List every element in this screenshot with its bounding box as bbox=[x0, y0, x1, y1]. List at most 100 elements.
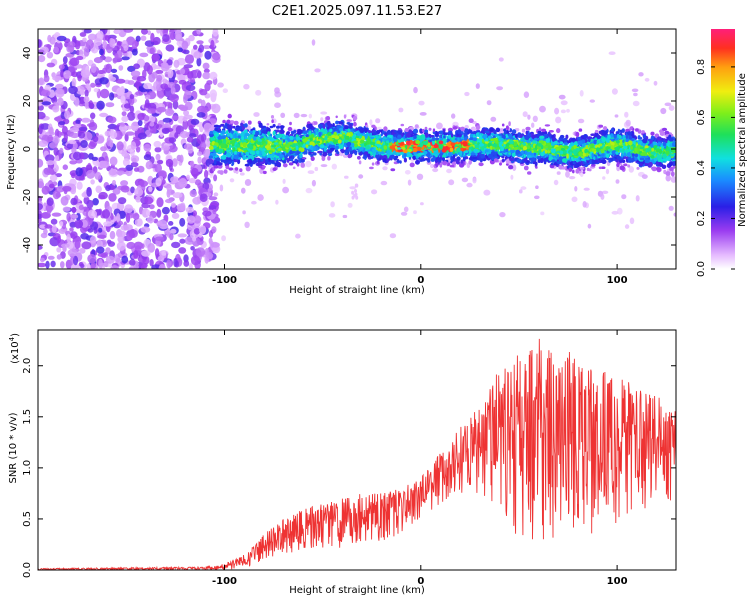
noise-speck bbox=[86, 199, 94, 209]
noise-speck bbox=[93, 38, 103, 47]
noise-speck bbox=[38, 77, 44, 86]
noise-speck bbox=[190, 246, 195, 251]
faint-speck bbox=[522, 111, 528, 118]
noise-speck bbox=[105, 255, 115, 264]
noise-speck bbox=[93, 88, 99, 93]
noise-speck bbox=[122, 141, 127, 151]
noise-speck bbox=[41, 185, 50, 195]
noise-speck bbox=[202, 62, 210, 70]
noise-speck bbox=[90, 235, 97, 244]
noise-speck bbox=[43, 167, 54, 175]
faint-speck bbox=[558, 94, 566, 100]
signal-speck bbox=[415, 159, 420, 165]
noise-speck bbox=[62, 164, 68, 170]
noise-speck bbox=[137, 119, 143, 127]
noise-speck bbox=[160, 62, 169, 67]
noise-speck bbox=[38, 262, 47, 268]
noise-speck bbox=[108, 193, 117, 202]
noise-speck bbox=[183, 260, 190, 267]
faint-speck bbox=[574, 186, 578, 192]
faint-speck bbox=[641, 174, 648, 180]
faint-speck bbox=[602, 176, 606, 180]
noise-speck bbox=[203, 68, 210, 74]
noise-speck bbox=[117, 235, 125, 243]
faint-speck bbox=[253, 112, 260, 117]
noise-speck bbox=[189, 78, 196, 83]
noise-speck bbox=[107, 241, 116, 247]
noise-speck bbox=[199, 225, 207, 235]
noise-speck bbox=[165, 108, 174, 117]
faint-speck bbox=[239, 172, 245, 176]
signal-speck bbox=[572, 169, 575, 174]
noise-speck bbox=[197, 151, 203, 156]
noise-speck bbox=[137, 165, 145, 173]
noise-speck bbox=[184, 54, 195, 64]
noise-speck bbox=[168, 137, 177, 144]
noise-speck bbox=[134, 218, 143, 227]
noise-speck bbox=[84, 89, 89, 98]
noise-speck bbox=[96, 246, 105, 254]
noise-speck bbox=[69, 231, 78, 239]
faint-speck bbox=[349, 186, 357, 190]
noise-speck bbox=[212, 29, 219, 37]
signal-speck bbox=[287, 126, 293, 132]
noise-speck bbox=[85, 39, 94, 50]
noise-speck bbox=[169, 228, 177, 234]
noise-speck bbox=[184, 89, 192, 99]
noise-speck bbox=[41, 101, 52, 106]
noise-speck bbox=[150, 32, 155, 43]
noise-speck bbox=[161, 127, 170, 134]
faint-speck bbox=[219, 184, 224, 192]
faint-speck bbox=[300, 113, 308, 118]
faint-speck bbox=[217, 82, 224, 88]
faint-speck bbox=[512, 164, 517, 171]
faint-speck bbox=[241, 187, 246, 194]
faint-speck bbox=[532, 115, 538, 123]
noise-speck bbox=[80, 233, 89, 240]
faint-speck bbox=[589, 99, 595, 103]
noise-speck bbox=[59, 147, 64, 154]
signal-speck bbox=[421, 128, 425, 133]
noise-speck bbox=[74, 97, 80, 107]
noise-speck bbox=[51, 212, 62, 217]
noise-speck bbox=[51, 224, 57, 233]
signal-speck bbox=[232, 125, 236, 129]
signal-speck bbox=[213, 159, 217, 165]
noise-speck bbox=[101, 209, 111, 219]
noise-speck bbox=[47, 255, 55, 260]
faint-speck bbox=[375, 118, 381, 124]
noise-speck bbox=[56, 35, 67, 42]
signal-speck bbox=[266, 123, 270, 126]
noise-speck bbox=[211, 103, 221, 114]
noise-speck bbox=[109, 156, 118, 166]
noise-speck bbox=[69, 132, 80, 139]
noise-speck bbox=[67, 248, 78, 257]
noise-speck bbox=[107, 116, 117, 124]
faint-speck bbox=[624, 111, 629, 118]
noise-speck bbox=[71, 207, 77, 213]
noise-speck bbox=[102, 67, 108, 74]
signal-speck bbox=[620, 163, 623, 166]
faint-speck bbox=[404, 170, 411, 175]
noise-speck bbox=[123, 103, 131, 109]
faint-speck bbox=[282, 178, 286, 184]
noise-speck bbox=[81, 241, 92, 250]
noise-speck bbox=[168, 145, 178, 153]
noise-speck bbox=[199, 193, 208, 202]
noise-speck bbox=[161, 145, 171, 151]
noise-speck bbox=[144, 94, 151, 100]
faint-speck bbox=[243, 83, 250, 90]
noise-speck bbox=[38, 181, 45, 189]
faint-speck bbox=[490, 116, 497, 122]
signal-speck bbox=[376, 160, 380, 165]
noise-speck bbox=[62, 206, 71, 212]
noise-speck bbox=[126, 241, 136, 250]
faint-speck bbox=[407, 179, 412, 186]
noise-speck bbox=[50, 260, 56, 268]
faint-speck bbox=[653, 80, 658, 86]
noise-speck bbox=[156, 74, 163, 82]
signal-speck bbox=[424, 129, 429, 133]
noise-speck bbox=[55, 192, 61, 198]
noise-speck bbox=[70, 256, 75, 266]
noise-speck bbox=[104, 56, 113, 63]
